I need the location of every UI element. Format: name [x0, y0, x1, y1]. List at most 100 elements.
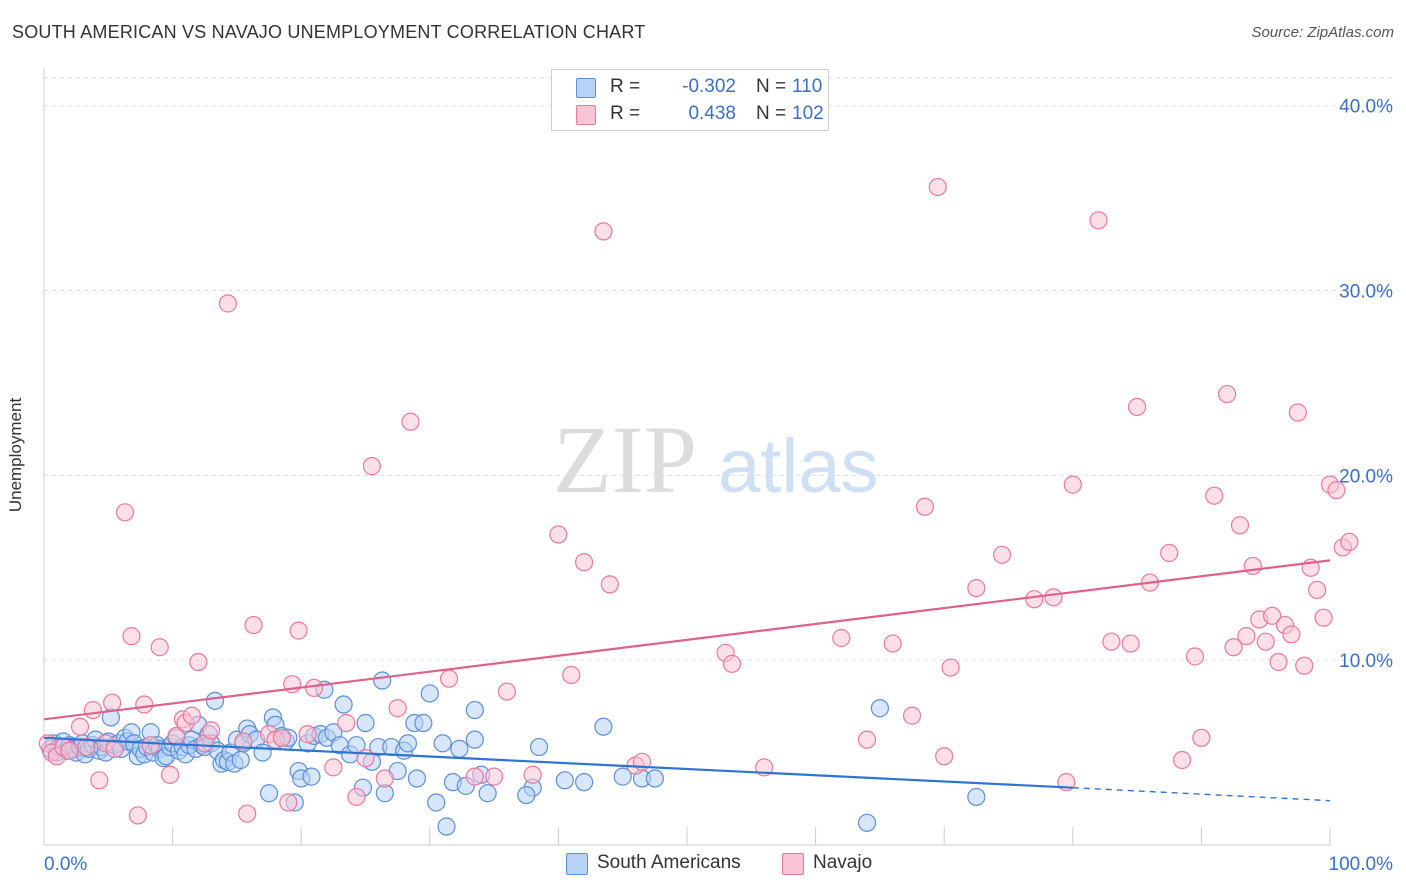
navajo-point: [70, 717, 90, 736]
navajo-point: [1288, 403, 1307, 422]
navajo-point: [1218, 384, 1237, 404]
south-americans-point: [433, 734, 452, 753]
south-americans-point: [205, 691, 225, 710]
bottom-legend-swatch-south-americans: [566, 853, 588, 875]
navajo-point: [439, 669, 459, 688]
bottom-legend-swatch-navajo: [782, 853, 804, 875]
navajo-point: [304, 678, 324, 698]
x-tick-label: 100.0%: [1329, 854, 1394, 875]
navajo-point: [279, 793, 298, 812]
navajo-point: [218, 294, 237, 313]
navajo-point: [347, 787, 366, 807]
x-tick-label: 0.0%: [44, 854, 87, 875]
south-americans-trendline-extension: [1072, 787, 1331, 802]
y-tick-label: 40.0%: [1339, 97, 1393, 118]
legend-n-label: N =: [756, 103, 787, 124]
south-americans-point: [259, 784, 279, 803]
navajo-point: [150, 638, 169, 657]
navajo-point: [234, 732, 253, 751]
navajo-point: [324, 758, 343, 777]
south-americans-point: [302, 767, 321, 786]
navajo-trendline: [43, 559, 1331, 721]
bottom-legend-label: Navajo: [813, 852, 873, 873]
navajo-point: [272, 728, 292, 747]
correlation-legend: R = -0.302 N = 110 R = 0.438 N = 102: [551, 69, 829, 131]
navajo-point: [1160, 543, 1179, 563]
south-americans-point: [231, 750, 250, 770]
navajo-point: [1314, 608, 1333, 627]
navajo-point: [1121, 634, 1140, 653]
south-americans-point: [427, 793, 446, 812]
south-americans-point: [555, 771, 574, 790]
navajo-point: [362, 457, 382, 476]
navajo-point: [1269, 652, 1288, 672]
navajo-point: [1340, 532, 1359, 551]
south-americans-point: [478, 784, 497, 803]
navajo-point: [594, 222, 613, 241]
south-americans-point: [870, 699, 890, 718]
navajo-point: [967, 579, 986, 598]
navajo-point: [600, 575, 619, 594]
navajo-point: [1295, 656, 1314, 675]
navajo-point: [465, 767, 484, 786]
y-tick-label: 20.0%: [1339, 466, 1393, 487]
navajo-point: [549, 525, 568, 544]
navajo-point: [1044, 588, 1063, 607]
south-americans-point: [356, 713, 375, 733]
navajo-point: [832, 628, 851, 648]
navajo-point: [135, 695, 154, 714]
south-americans-point: [530, 737, 549, 757]
south-americans-point: [334, 695, 353, 714]
navajo-point: [289, 621, 308, 640]
legend-swatch-south-americans: [576, 78, 596, 98]
navajo-point: [902, 706, 922, 725]
navajo-point: [497, 682, 517, 701]
bottom-legend-label: South Americans: [597, 852, 741, 873]
navajo-point: [115, 503, 135, 522]
navajo-point: [1192, 728, 1211, 747]
legend-n-label: N =: [756, 76, 787, 97]
navajo-point: [388, 699, 407, 718]
south-americans-point: [645, 769, 664, 788]
navajo-point: [401, 412, 420, 431]
navajo-point: [1102, 632, 1121, 651]
south-americans-point: [437, 817, 456, 836]
navajo-point: [337, 713, 356, 733]
navajo-point: [928, 177, 947, 197]
chart-title: SOUTH AMERICAN VS NAVAJO UNEMPLOYMENT CO…: [12, 22, 646, 42]
navajo-point: [1256, 632, 1275, 651]
south-americans-point: [420, 684, 439, 703]
navajo-point: [485, 767, 504, 786]
navajo-point: [575, 553, 594, 572]
navajo-point: [992, 545, 1012, 564]
navajo-point: [375, 769, 394, 788]
navajo-point: [189, 652, 208, 672]
navajo-point: [562, 665, 581, 685]
navajo-point: [857, 730, 877, 749]
navajo-point: [60, 741, 79, 760]
south-americans-point: [373, 671, 392, 690]
south-americans-point: [407, 769, 427, 788]
south-americans-point: [613, 767, 632, 786]
watermark-atlas: atlas: [718, 424, 879, 509]
navajo-point: [1025, 590, 1044, 609]
south-americans-point: [575, 773, 594, 792]
navajo-point: [1127, 397, 1147, 417]
navajo-point: [1185, 647, 1205, 666]
navajo-point: [1205, 486, 1224, 505]
navajo-point: [122, 627, 141, 646]
south-americans-point: [857, 813, 877, 832]
legend-r-label: R =: [610, 103, 641, 124]
navajo-point: [103, 693, 122, 712]
south-americans-point: [967, 787, 986, 807]
legend-n-value: 102: [792, 103, 824, 124]
south-americans-point: [594, 717, 613, 736]
navajo-point: [182, 706, 201, 725]
y-tick-label: 10.0%: [1339, 651, 1393, 672]
legend-r-value: -0.302: [682, 76, 736, 97]
legend-r-label: R =: [610, 76, 641, 97]
navajo-point: [202, 721, 221, 740]
south-americans-point: [517, 785, 536, 805]
legend-r-value: 0.438: [688, 103, 736, 124]
watermark-zip: ZIP: [553, 406, 697, 513]
